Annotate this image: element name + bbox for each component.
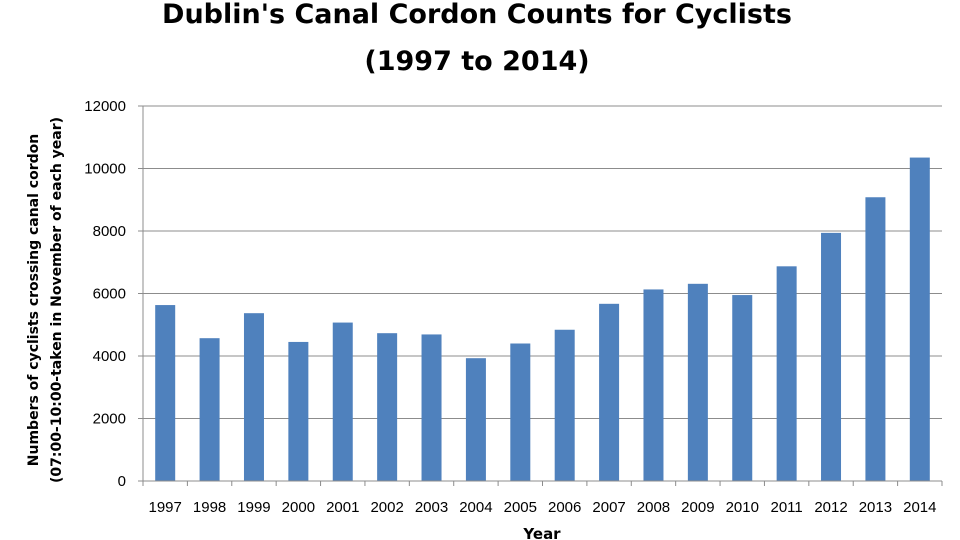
bar-2013 (865, 197, 886, 481)
y-tick-label: 10000 (84, 161, 126, 178)
y-axis-ticks: 0 2000 4000 6000 8000 10000 12000 (84, 98, 143, 490)
x-tick-label: 2012 (814, 499, 847, 516)
x-tick-label: 2006 (548, 499, 581, 516)
bar-2000 (288, 341, 309, 481)
x-tick-label: 2003 (415, 499, 448, 516)
bar-2001 (332, 322, 353, 481)
bar-1999 (243, 313, 264, 481)
bar-2008 (643, 289, 664, 481)
x-tick-label: 2004 (459, 499, 492, 516)
bar-2011 (776, 266, 797, 481)
x-tick-label: 2002 (370, 499, 403, 516)
y-axis-title-line-2: (07:00-10:00-taken in November of each y… (49, 117, 65, 483)
x-tick-label: 2009 (681, 499, 714, 516)
x-tick-label: 1997 (149, 499, 182, 516)
bar-2009 (687, 283, 708, 481)
x-tick-label: 2001 (326, 499, 359, 516)
chart-title-line-1: Dublin's Canal Cordon Counts for Cyclist… (162, 0, 792, 30)
bar-2004 (465, 358, 486, 481)
x-tick-label: 2000 (282, 499, 315, 516)
x-axis-title: Year (522, 525, 561, 540)
bar-1998 (199, 338, 220, 481)
y-tick-label: 4000 (93, 348, 126, 365)
bar-2010 (732, 295, 753, 481)
bar-2012 (821, 232, 842, 481)
x-tick-label: 2014 (903, 499, 936, 516)
x-tick-label: 2010 (726, 499, 759, 516)
y-tick-label: 6000 (93, 286, 126, 303)
bar-2014 (909, 157, 930, 481)
x-tick-label: 1999 (237, 499, 270, 516)
x-tick-label: 2007 (592, 499, 625, 516)
bars (155, 157, 930, 481)
x-axis-ticks: 1997 1998 1999 2000 2001 2002 2003 2004 2005 2006… (142, 481, 943, 516)
bar-2002 (377, 333, 398, 481)
bar-2005 (510, 343, 531, 481)
bar-1997 (155, 305, 176, 481)
x-tick-label: 2005 (504, 499, 537, 516)
bar-2007 (599, 303, 620, 481)
y-tick-label: 0 (118, 473, 126, 490)
y-tick-label: 8000 (93, 223, 126, 240)
y-tick-label: 2000 (93, 411, 126, 428)
chart-title-line-2: (1997 to 2014) (364, 46, 589, 77)
bar-2003 (421, 334, 442, 481)
y-axis-title-line-1: Numbers of cyclists crossing canal cordo… (26, 134, 42, 466)
gridlines (143, 105, 942, 419)
x-tick-label: 2011 (771, 499, 803, 516)
x-tick-label: 2008 (637, 499, 670, 516)
x-tick-label: 1998 (193, 499, 226, 516)
y-tick-label: 12000 (84, 98, 126, 115)
bar-2006 (554, 329, 575, 481)
x-tick-label: 2013 (859, 499, 892, 516)
